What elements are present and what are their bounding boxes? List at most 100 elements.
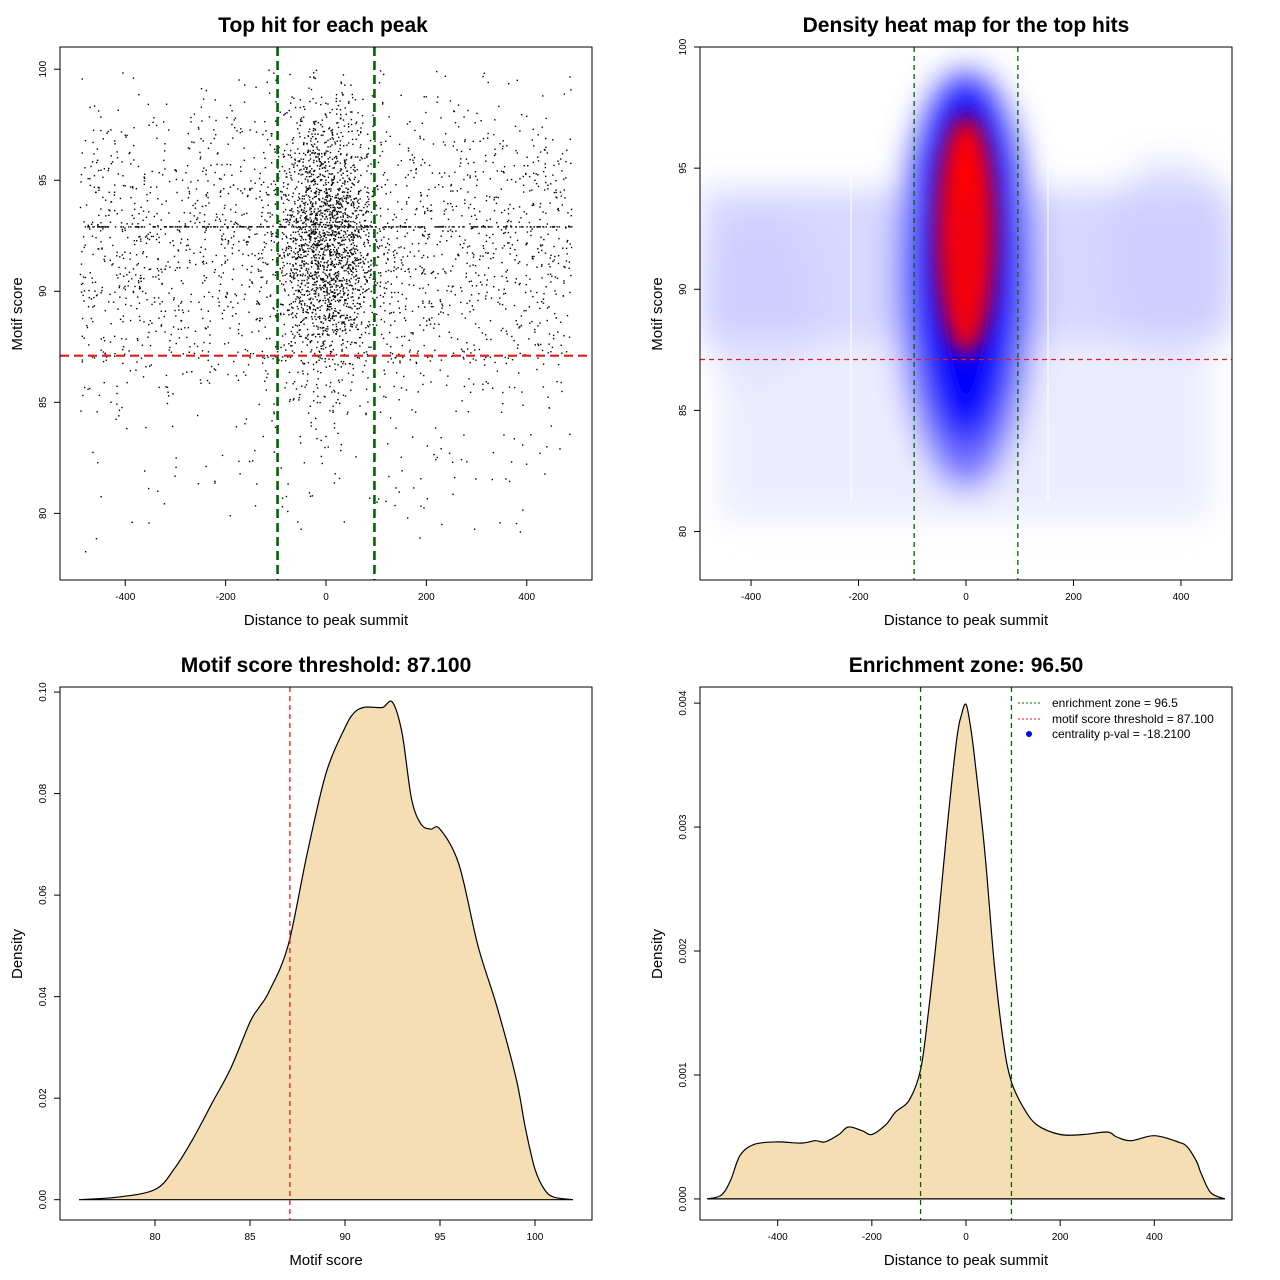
scatter-point <box>405 218 408 221</box>
scatter-point <box>489 226 491 228</box>
scatter-point <box>350 203 353 205</box>
scatter-point <box>299 291 302 294</box>
scatter-point <box>310 245 313 248</box>
scatter-point <box>250 180 252 182</box>
scatter-point <box>447 218 450 221</box>
scatter-point <box>325 274 327 277</box>
scatter-point <box>368 321 370 323</box>
scatter-point <box>464 317 467 319</box>
scatter-point <box>287 254 289 257</box>
scatter-point <box>167 395 170 397</box>
scatter-point <box>323 232 326 234</box>
scatter-point <box>323 142 326 144</box>
legend-pval-label: centrality p-val = -18.2100 <box>1052 727 1191 741</box>
scatter-point <box>357 313 359 315</box>
scatter-point <box>333 482 336 484</box>
scatter-point <box>345 316 347 319</box>
scatter-point <box>523 211 525 213</box>
scatter-point <box>289 263 291 265</box>
scatter-point <box>310 201 312 203</box>
scatter-point <box>380 239 383 241</box>
scatter-point <box>176 226 178 228</box>
scatter-point <box>340 344 343 346</box>
scatter-point <box>423 138 425 141</box>
scatter-point <box>315 273 317 276</box>
scatter-point <box>335 401 337 404</box>
scatter-point <box>318 226 320 228</box>
scatter-point <box>312 230 314 233</box>
scatter-point <box>232 184 235 186</box>
scatter-point <box>346 283 349 285</box>
scatter-point <box>214 369 217 371</box>
scatter-point <box>328 273 330 276</box>
scatter-point <box>505 276 508 279</box>
scatter-point <box>324 170 327 173</box>
scatter-point <box>314 191 317 194</box>
scatter-point <box>323 234 325 237</box>
scatter-point <box>275 101 277 103</box>
scatter-point <box>564 197 566 199</box>
scatter-point <box>82 282 84 285</box>
scatter-point <box>417 306 420 308</box>
scatter-point <box>199 379 202 381</box>
scatter-point <box>537 344 540 347</box>
scatter-point <box>263 151 265 154</box>
scatter-point <box>138 315 141 318</box>
scatter-point <box>298 226 300 228</box>
scatter-point <box>326 218 329 220</box>
scatter-point <box>563 189 565 191</box>
scatter-point <box>358 262 360 264</box>
scatter-point <box>350 264 352 266</box>
scatter-point <box>286 242 289 244</box>
scatter-point <box>476 226 478 228</box>
scatter-point <box>165 226 167 228</box>
scatter-point <box>343 304 345 306</box>
scatter-point <box>343 165 346 167</box>
scatter-point <box>147 103 150 106</box>
scatter-point <box>300 303 302 305</box>
scatter-point <box>214 219 217 221</box>
scatter-point <box>468 378 470 380</box>
scatter-point <box>337 188 339 191</box>
scatter-point <box>367 235 370 238</box>
scatter-point <box>147 233 149 236</box>
scatter-point <box>297 251 299 253</box>
scatter-point <box>534 328 536 331</box>
scatter-point <box>303 202 306 205</box>
scatter-point <box>287 356 289 358</box>
scatter-point <box>358 235 361 237</box>
scatter-point <box>335 310 337 313</box>
scatter-point <box>418 226 420 228</box>
scatter-point <box>344 264 347 266</box>
scatter-point <box>189 212 191 214</box>
scatter-point <box>104 352 107 355</box>
scatter-point <box>427 233 429 236</box>
scatter-point <box>266 193 268 196</box>
scatter-point <box>281 303 283 306</box>
scatter-point <box>309 275 311 277</box>
scatter-point <box>325 165 327 167</box>
scatter-point <box>485 252 487 254</box>
x-tick-label: 80 <box>149 1232 161 1243</box>
scatter-point <box>441 305 444 307</box>
scatter-point <box>322 134 324 136</box>
scatter-point <box>95 161 98 164</box>
scatter-point <box>338 221 340 223</box>
scatter-point <box>351 284 353 287</box>
scatter-point <box>348 130 350 133</box>
scatter-point <box>336 160 339 162</box>
scatter-point <box>309 158 312 160</box>
scatter-point <box>540 343 542 346</box>
scatter-point <box>216 163 218 166</box>
scatter-point <box>548 263 550 265</box>
scatter-point <box>124 285 126 288</box>
scatter-point <box>293 337 295 339</box>
scatter-point <box>365 412 367 414</box>
scatter-point <box>299 227 302 229</box>
scatter-point <box>385 500 387 503</box>
scatter-point <box>376 214 378 216</box>
scatter-point <box>306 305 308 307</box>
scatter-point <box>249 129 251 131</box>
scatter-point <box>307 277 310 280</box>
scatter-point <box>174 269 177 272</box>
